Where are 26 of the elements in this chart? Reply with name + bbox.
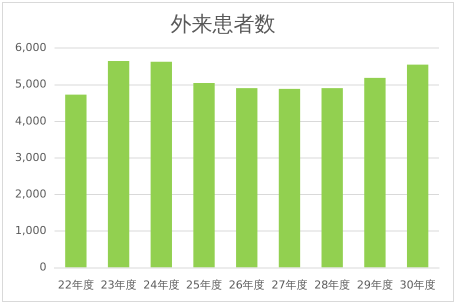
x-tick-label: 22年度: [58, 278, 94, 292]
bar: [364, 78, 386, 268]
y-tick-label: 2,000: [14, 187, 46, 200]
y-tick-label: 4,000: [14, 114, 46, 128]
bar: [322, 88, 343, 268]
bar: [406, 64, 428, 268]
bar: [108, 61, 130, 268]
bar: [236, 88, 258, 268]
x-tick-label: 26年度: [228, 278, 265, 292]
x-tick-label: 29年度: [356, 278, 393, 292]
y-tick-label: 3,000: [14, 150, 46, 164]
bar: [150, 62, 172, 268]
x-tick-label: 30年度: [400, 278, 436, 292]
y-tick-label: 0: [39, 260, 46, 274]
chart-title: 外来患者数: [170, 12, 276, 36]
y-tick-label: 6,000: [14, 41, 46, 54]
bar: [193, 82, 215, 268]
x-tick-label: 27年度: [271, 278, 308, 292]
x-tick-label: 28年度: [314, 278, 350, 292]
bar: [278, 88, 300, 268]
x-tick-label: 24年度: [143, 278, 180, 292]
x-tick-label: 25年度: [186, 278, 222, 292]
y-tick-label: 5,000: [14, 78, 46, 91]
y-tick-label: 1,000: [14, 224, 46, 238]
x-tick-label: 23年度: [100, 278, 137, 292]
bar: [65, 94, 87, 268]
